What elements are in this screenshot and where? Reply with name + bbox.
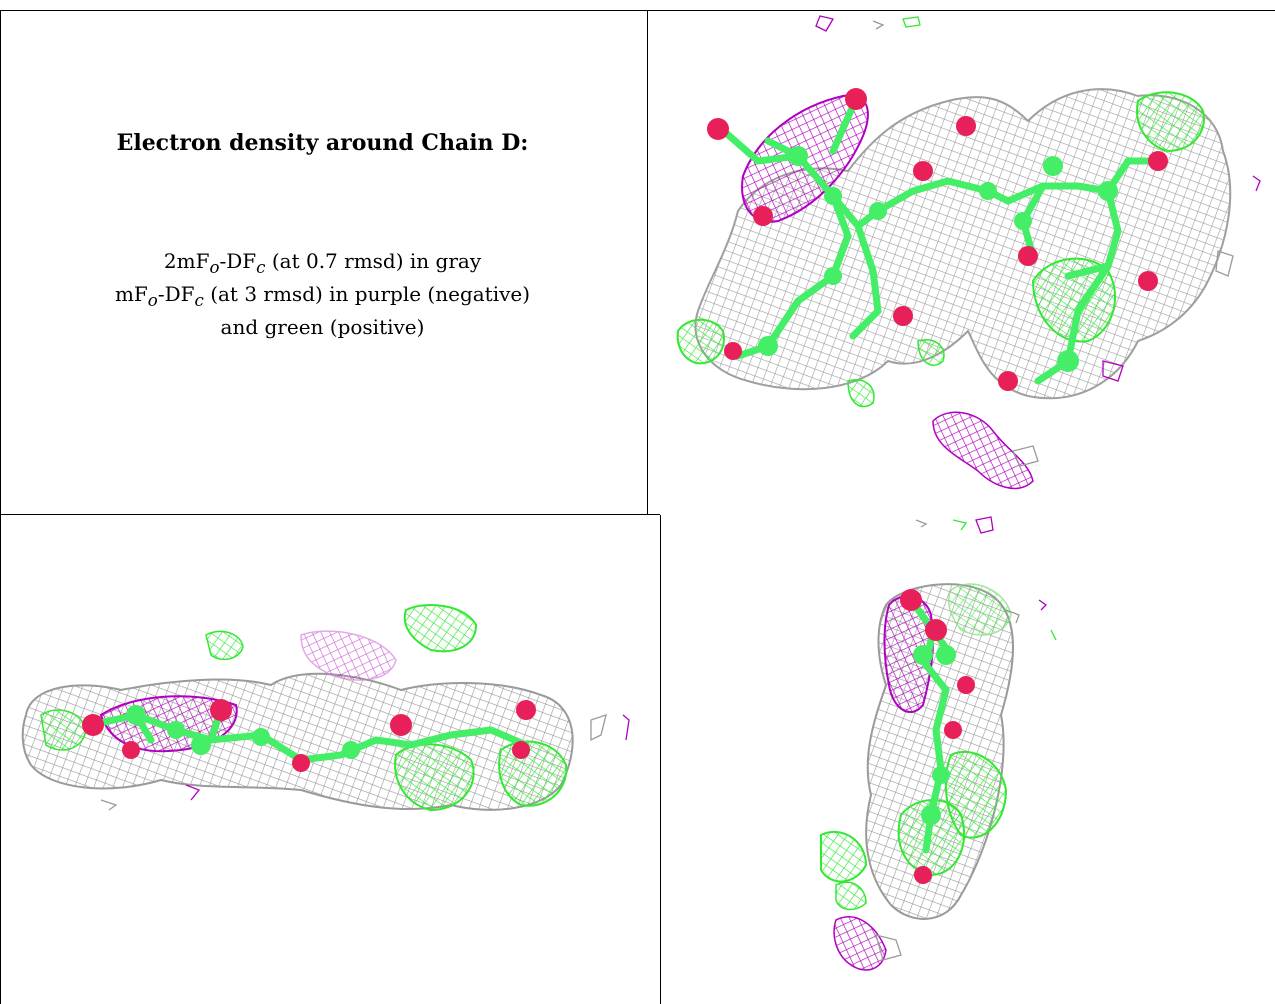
table-divider-vertical-top [647, 10, 648, 515]
green-density-mesh-large [1031, 257, 1117, 343]
purple-density-mesh [883, 595, 934, 714]
carbon-atoms [126, 705, 360, 759]
purple-density-fragment [833, 916, 887, 971]
table-border-top [0, 10, 1275, 11]
green-density-fragment [847, 379, 875, 408]
purple-density-mesh-faint [300, 630, 397, 681]
table-border-left [0, 10, 1, 1004]
legend-line-2fofc: 2mFo-DFc (at 0.7 rmsd) in gray [163, 249, 482, 277]
purple-density-fragment [932, 411, 1034, 490]
map-legend: 2mFo-DFc (at 0.7 rmsd) in gray mFo-DFc (… [0, 248, 645, 340]
molecule-bonds [714, 102, 1162, 385]
green-density-mesh-right [944, 750, 1008, 839]
caption-title: Electron density around Chain D: [116, 130, 529, 156]
green-density-mesh-top [948, 583, 1012, 636]
carbon-atoms [758, 146, 1118, 372]
table-divider-horizontal [0, 514, 660, 515]
density-view-top-right [648, 11, 1275, 514]
caption-cell: Electron density around Chain D: 2mFo-DF… [0, 10, 647, 514]
density-render-side [21, 604, 630, 812]
green-density-mesh-right [498, 740, 568, 807]
oxygen-atoms [82, 699, 536, 772]
table-divider-vertical-bottom [660, 515, 661, 1004]
density-view-bottom-right [661, 515, 1275, 1004]
green-density-fragment-2 [917, 339, 945, 366]
oxygen-atoms [707, 88, 1168, 391]
carbon-atoms [913, 645, 956, 825]
legend-line-positive: and green (positive) [220, 315, 425, 339]
density-render-front [676, 15, 1261, 490]
green-density-mesh-small [205, 630, 244, 661]
scattered-mesh-bits [815, 15, 1261, 467]
green-density-mesh-left [820, 830, 868, 883]
gray-density-mesh [21, 672, 574, 811]
scattered-mesh-bits [100, 714, 630, 811]
green-density-mesh-large [394, 743, 475, 812]
green-density-mesh-left [676, 318, 725, 365]
density-render-end-on [820, 516, 1057, 971]
oxygen-atoms [900, 589, 975, 884]
legend-line-fofc: mFo-DFc (at 3 rmsd) in purple (negative) [114, 282, 531, 310]
density-view-bottom-left [1, 515, 660, 1004]
green-density-mesh-top [403, 604, 478, 653]
scattered-mesh-bits [875, 516, 1057, 961]
green-density-mesh-lower [835, 881, 867, 911]
green-density-mesh-upper [1136, 91, 1205, 153]
